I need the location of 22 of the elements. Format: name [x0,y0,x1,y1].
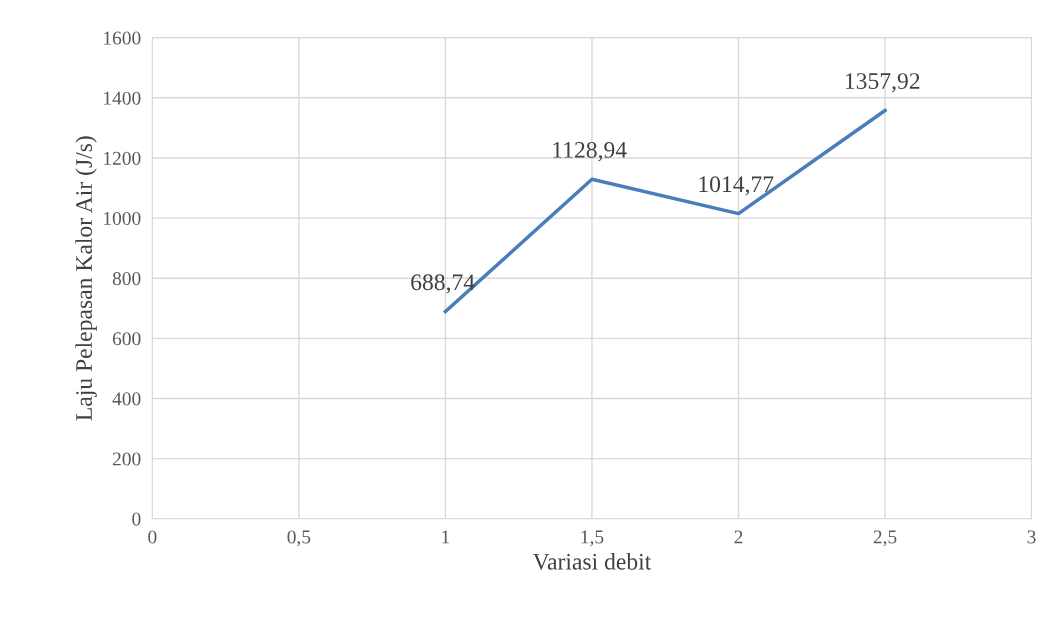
y-tick-label: 1600 [104,31,141,45]
y-axis-title: Laju Pelepasan Kalor Air (J/s) [75,136,97,421]
y-tick-label: 400 [112,392,141,406]
y-tick-label: 1400 [104,91,141,105]
y-tick-label: 1200 [104,151,141,165]
x-tick-label: 2,5 [873,530,897,547]
x-axis-title: Variasi debit [532,553,652,570]
x-tick-label: 3 [1027,530,1036,544]
data-label: 688,74 [411,274,475,294]
y-tick-label: 0 [132,512,141,526]
x-tick-label: 0 [148,530,157,544]
x-tick-label: 1,5 [581,530,604,547]
x-tick-label: 2 [734,530,743,544]
x-tick-label: 1 [442,530,450,544]
x-tick-label: 0,5 [287,530,311,547]
data-label: 1014,77 [699,176,774,196]
y-tick-label: 800 [112,272,141,286]
data-label: 1357,92 [845,73,920,93]
y-tick-label: 600 [112,332,141,346]
y-tick-label: 200 [112,452,141,466]
data-label: 1128,94 [553,141,627,162]
y-tick-label: 1000 [104,211,141,226]
